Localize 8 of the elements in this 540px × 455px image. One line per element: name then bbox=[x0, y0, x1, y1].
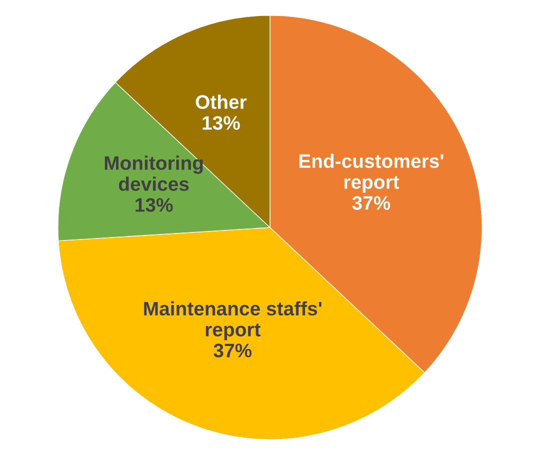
data-label: 13% bbox=[136, 198, 173, 212]
slice-label: Monitoring devices bbox=[104, 156, 203, 191]
slice-label: End-customers' report bbox=[299, 154, 444, 193]
slice-label: Other bbox=[196, 94, 247, 109]
data-label: 37% bbox=[352, 196, 390, 210]
data-label: 37% bbox=[214, 344, 252, 358]
slice-label: Maintenance staffs' report bbox=[144, 301, 322, 340]
data-label: 13% bbox=[202, 116, 240, 130]
